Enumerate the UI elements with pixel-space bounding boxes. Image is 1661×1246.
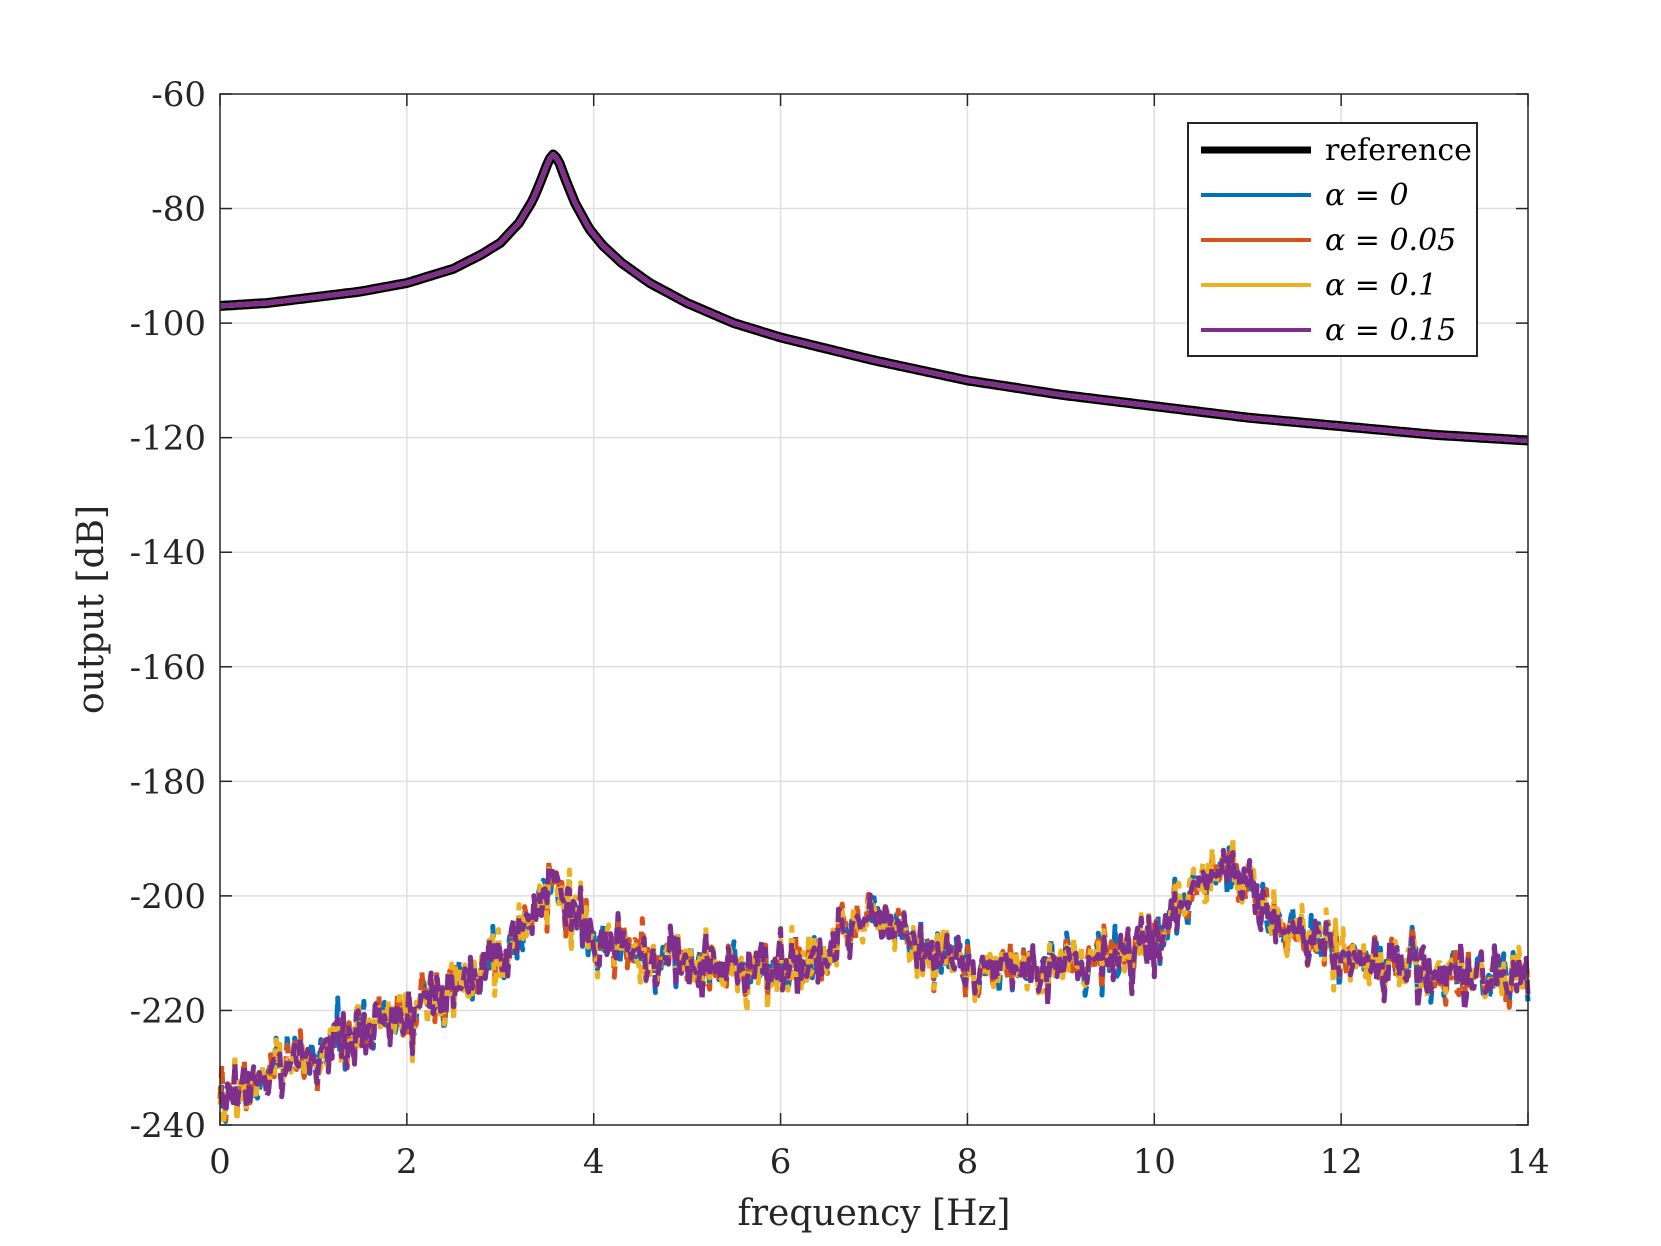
x-tick-label: 4 — [583, 1142, 605, 1182]
x-axis-title: frequency [Hz] — [738, 1193, 1011, 1234]
legend-label-alpha_0.15: α = 0.15 — [1325, 313, 1456, 348]
ticks — [219, 93, 1529, 1126]
legend-label-alpha_0: α = 0 — [1325, 178, 1409, 213]
axes-box — [219, 93, 1529, 1126]
legend-label-reference: reference — [1325, 133, 1472, 168]
y-tick-label: -200 — [130, 877, 206, 917]
grid — [220, 94, 1528, 1125]
y-tick-label: -180 — [130, 762, 206, 802]
x-tick-label: 6 — [770, 1142, 792, 1182]
y-tick-label: -140 — [130, 533, 206, 573]
plot-lines — [217, 149, 1531, 1126]
y-tick-label: -60 — [151, 75, 206, 115]
y-tick-label: -80 — [151, 190, 206, 230]
y-tick-label: -160 — [130, 648, 206, 688]
noise-line-alpha_0.15 — [218, 847, 1531, 1115]
x-tick-label: 12 — [1320, 1142, 1363, 1182]
y-tick-label: -220 — [130, 991, 206, 1031]
legend-label-alpha_0.1: α = 0.1 — [1325, 268, 1437, 303]
y-tick-label: -240 — [130, 1106, 206, 1146]
y-tick-label: -100 — [130, 304, 206, 344]
x-tick-label: 2 — [396, 1142, 418, 1182]
y-tick-label: -120 — [130, 419, 206, 459]
y-axis-title: output [dB] — [71, 505, 112, 714]
x-tick-label: 0 — [209, 1142, 231, 1182]
x-tick-label: 8 — [957, 1142, 979, 1182]
legend: reference α = 0 α = 0.05 α = 0.1 α = 0.15 — [1187, 122, 1478, 357]
x-tick-label: 10 — [1133, 1142, 1176, 1182]
ref-overlay-alpha_0.15 — [219, 152, 1529, 443]
tick-labels: 0 2 4 6 8 10 12 14 -60 -80 -100 -120 -140 -160 -180 -20… — [130, 75, 1550, 1182]
x-tick-label: 14 — [1506, 1142, 1549, 1182]
legend-label-alpha_0.05: α = 0.05 — [1325, 223, 1456, 258]
